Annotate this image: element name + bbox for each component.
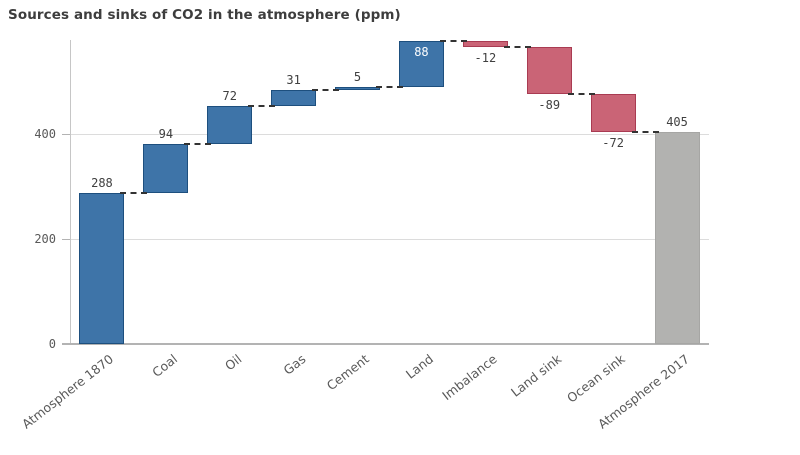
- gridline-400: [70, 134, 709, 136]
- connector-atmosphere-1870-to-coal: [120, 192, 148, 195]
- value-label-atmosphere-2017: 405: [666, 114, 688, 129]
- value-label-oil: 72: [222, 89, 237, 104]
- bar-coal[interactable]: [143, 143, 189, 194]
- connector-imbalance-to-land-sink: [503, 46, 531, 49]
- value-label-land: 88: [414, 45, 429, 60]
- value-label-imbalance: -12: [474, 51, 497, 66]
- value-label-ocean-sink: -72: [602, 135, 624, 150]
- bar-imbalance[interactable]: [462, 41, 508, 48]
- x-axis-label-oil: Oil: [221, 351, 245, 374]
- value-label-atmosphere-1870: 288: [91, 176, 113, 191]
- value-label-coal: 94: [158, 126, 174, 141]
- bar-land-sink[interactable]: [526, 47, 572, 94]
- y-tick-label-400: 400: [34, 127, 56, 142]
- chart-title: Sources and sinks of CO2 in the atmosphe…: [8, 7, 401, 23]
- x-axis-line: [62, 343, 709, 345]
- value-label-cement: 5: [353, 70, 362, 85]
- x-axis-label-coal: Coal: [149, 351, 181, 380]
- value-label-gas: 31: [286, 72, 301, 87]
- y-axis-tick-400: [62, 134, 70, 136]
- bar-oil[interactable]: [207, 106, 253, 144]
- x-axis-label-gas: Gas: [280, 351, 309, 378]
- bar-cement[interactable]: [335, 87, 381, 90]
- x-axis-label-ocean-sink: Ocean sink: [564, 351, 628, 406]
- connector-cement-to-land: [376, 86, 403, 89]
- connector-oil-to-gas: [248, 105, 276, 108]
- x-axis-label-cement: Cement: [324, 351, 373, 394]
- bar-atmosphere-2017[interactable]: [654, 131, 700, 344]
- value-label-land-sink: -89: [538, 97, 561, 112]
- y-tick-label-200: 200: [34, 232, 56, 247]
- connector-coal-to-oil: [184, 142, 212, 145]
- x-axis-label-land-sink: Land sink: [507, 351, 564, 400]
- x-axis-label-land: Land: [402, 351, 437, 382]
- y-axis-tick-200: [62, 239, 70, 241]
- x-axis-label-atmosphere-1870: Atmosphere 1870: [19, 351, 117, 432]
- connector-land-to-imbalance: [439, 40, 467, 43]
- bar-atmosphere-1870[interactable]: [79, 193, 125, 344]
- y-tick-label-0: 0: [48, 337, 56, 351]
- x-axis-label-imbalance: Imbalance: [439, 351, 500, 404]
- bar-gas[interactable]: [271, 89, 317, 107]
- connector-ocean-sink-to-atmosphere-2017: [631, 130, 659, 133]
- bar-land[interactable]: [398, 41, 444, 88]
- connector-land-sink-to-ocean-sink: [567, 92, 595, 95]
- y-axis-line: [70, 40, 71, 344]
- gridline-200: [70, 239, 709, 241]
- bar-ocean-sink[interactable]: [590, 93, 636, 132]
- connector-gas-to-cement: [312, 88, 340, 91]
